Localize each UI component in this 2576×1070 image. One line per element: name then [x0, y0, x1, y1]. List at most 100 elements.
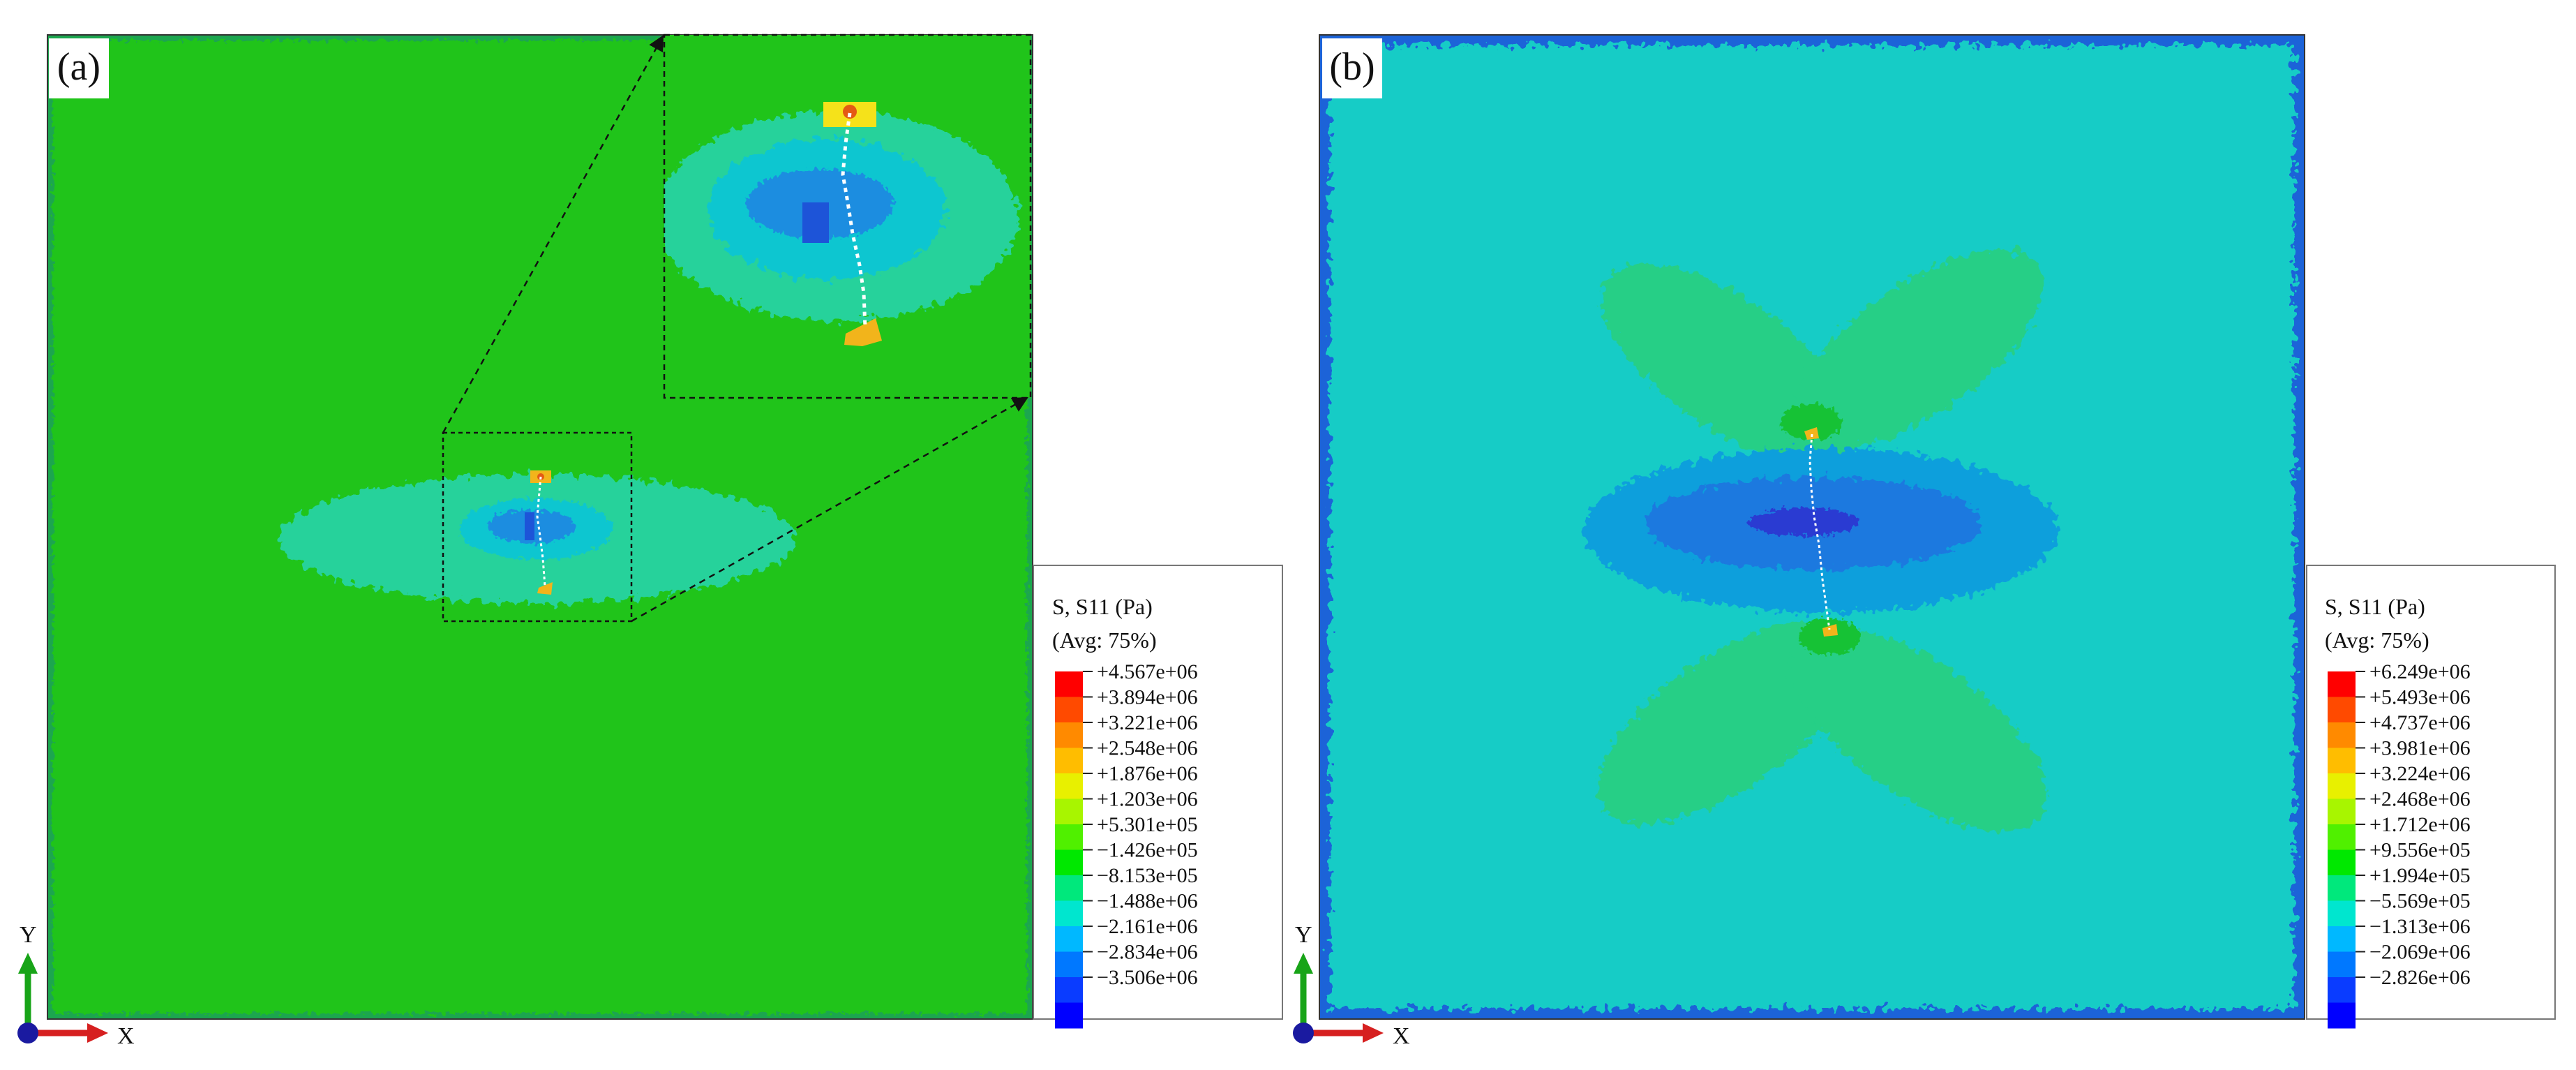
legend-swatch — [2328, 900, 2356, 927]
legend-swatch — [2328, 824, 2356, 850]
legend-value: +5.493e+06 — [2369, 686, 2471, 709]
x-arrowhead-a — [87, 1023, 108, 1043]
legend-value: +3.221e+06 — [1097, 711, 1198, 734]
crack-tip-upper-b — [1804, 427, 1819, 440]
legend-swatch — [2328, 722, 2356, 748]
legend-value: −3.506e+06 — [1097, 966, 1198, 989]
legend-value: +6.249e+06 — [2369, 660, 2471, 683]
legend-value: +2.468e+06 — [2369, 788, 2471, 811]
legend-value: +9.556e+05 — [2369, 839, 2471, 862]
legend-swatch — [2328, 773, 2356, 799]
legend-swatch — [1055, 824, 1083, 850]
inset-crack-tip-lower-a — [844, 318, 882, 346]
legend-swatch — [1055, 900, 1083, 927]
legend-avg-b: (Avg: 75%) — [2325, 627, 2429, 653]
legend-value: +3.224e+06 — [2369, 762, 2471, 785]
lobe-tip-upper-b — [1781, 404, 1842, 440]
legend-swatch — [2328, 875, 2356, 901]
inset-crack-tip-upper-core-a — [843, 105, 857, 119]
lobe-tip-lower-b — [1799, 618, 1860, 655]
compression-core-a — [525, 512, 534, 540]
legend-value: −8.153e+05 — [1097, 864, 1198, 887]
legend-avg-a: (Avg: 75%) — [1052, 627, 1157, 653]
lobe-upper-right-b — [1793, 249, 2044, 449]
legend-value: +5.301e+05 — [1097, 813, 1198, 836]
legend-swatch — [1055, 748, 1083, 774]
legend-a: S, S11 (Pa) (Avg: 75%) +4.567e+06 +3.894e… — [1033, 565, 1283, 1029]
legend-swatch — [1055, 1002, 1083, 1029]
panel-label-b: (b) — [1329, 45, 1375, 89]
inset-zoom-a — [664, 35, 1031, 398]
lobe-lower-right-b — [1790, 627, 2048, 831]
legend-swatch — [1055, 849, 1083, 876]
legend-value: −5.569e+05 — [2369, 890, 2471, 913]
inset-core-a — [802, 202, 829, 243]
x-axis-label-b: X — [1393, 1023, 1410, 1049]
legend-swatches-b — [2328, 671, 2356, 1029]
panel-label-box-a — [49, 38, 109, 98]
legend-swatch — [2328, 951, 2356, 978]
legend-b: S, S11 (Pa) (Avg: 75%) +6.249e+06 +5.493e… — [2306, 565, 2556, 1029]
origin-dot-a — [17, 1023, 38, 1043]
legend-swatch — [2328, 1002, 2356, 1029]
legend-swatch — [1055, 926, 1083, 952]
legend-value: −1.313e+06 — [2369, 915, 2471, 938]
legend-title-b: S, S11 (Pa) — [2325, 594, 2425, 619]
y-arrowhead-a — [18, 953, 38, 974]
legend-value: +1.712e+06 — [2369, 813, 2471, 836]
crack-path-b — [1809, 433, 1831, 630]
compression-band-inner-b — [1748, 508, 1859, 536]
legend-swatch — [1055, 798, 1083, 825]
legend-value: −1.488e+06 — [1097, 890, 1198, 913]
legend-swatch — [2328, 748, 2356, 774]
legend-swatch — [1055, 977, 1083, 1003]
panel-label-box-b — [1322, 38, 1382, 98]
contour-plot-b — [1319, 35, 2305, 1019]
legend-title-a: S, S11 (Pa) — [1052, 594, 1153, 619]
x-axis-label-a: X — [117, 1023, 135, 1049]
legend-value: +1.994e+05 — [2369, 864, 2471, 887]
panel-label-a: (a) — [57, 45, 100, 89]
legend-value: +3.894e+06 — [1097, 686, 1198, 709]
legend-swatch — [2328, 926, 2356, 952]
inset-frame-a — [663, 34, 1032, 399]
crack-path-a — [536, 476, 546, 587]
legend-swatches-a — [1055, 671, 1083, 1029]
legend-swatch — [2328, 977, 2356, 1003]
panel-b: (b) S, S11 (Pa) (Avg: 75%) +6.249e+06 +5.… — [1293, 34, 2556, 1049]
crack-tip-lower-a — [537, 582, 553, 595]
x-arrowhead-b — [1363, 1023, 1384, 1043]
legend-value: −2.069e+06 — [2369, 941, 2471, 964]
zoom-box-a — [442, 431, 633, 623]
origin-dot-b — [1293, 1023, 1314, 1043]
legend-swatch — [1055, 951, 1083, 978]
legend-swatch — [2328, 671, 2356, 697]
crack-tip-lower-b — [1822, 624, 1838, 637]
legend-value: +3.981e+06 — [2369, 737, 2471, 760]
axis-triad-b: Y X — [1293, 922, 1410, 1049]
legend-labels-a: +4.567e+06 +3.894e+06+3.221e+06 +2.548e+06… — [1083, 660, 1198, 989]
legend-swatch — [1055, 875, 1083, 901]
zoom-connector-bottom-a — [631, 396, 1028, 623]
legend-value: −1.426e+05 — [1097, 839, 1198, 862]
zoom-connector-top-a — [442, 35, 664, 433]
legend-swatch — [1055, 722, 1083, 748]
plot-frame-a — [47, 34, 1033, 1020]
y-arrowhead-b — [1294, 953, 1313, 974]
legend-swatch — [1055, 697, 1083, 723]
legend-swatch — [2328, 697, 2356, 723]
axis-triad-a: Y X — [17, 922, 135, 1049]
legend-value: +2.548e+06 — [1097, 737, 1198, 760]
legend-swatch — [2328, 849, 2356, 876]
legend-value: −2.834e+06 — [1097, 941, 1198, 964]
inset-crack-path-a — [841, 112, 867, 329]
legend-labels-b: +6.249e+06 +5.493e+06+4.737e+06 +3.981e+06… — [2356, 660, 2471, 989]
legend-value: +4.567e+06 — [1097, 660, 1198, 683]
legend-value: +1.203e+06 — [1097, 788, 1198, 811]
legend-value: +1.876e+06 — [1097, 762, 1198, 785]
legend-swatch — [1055, 671, 1083, 697]
legend-value: +4.737e+06 — [2369, 711, 2471, 734]
plot-frame-b — [1319, 34, 2305, 1020]
legend-swatch — [1055, 773, 1083, 799]
y-axis-label-b: Y — [1295, 922, 1312, 948]
